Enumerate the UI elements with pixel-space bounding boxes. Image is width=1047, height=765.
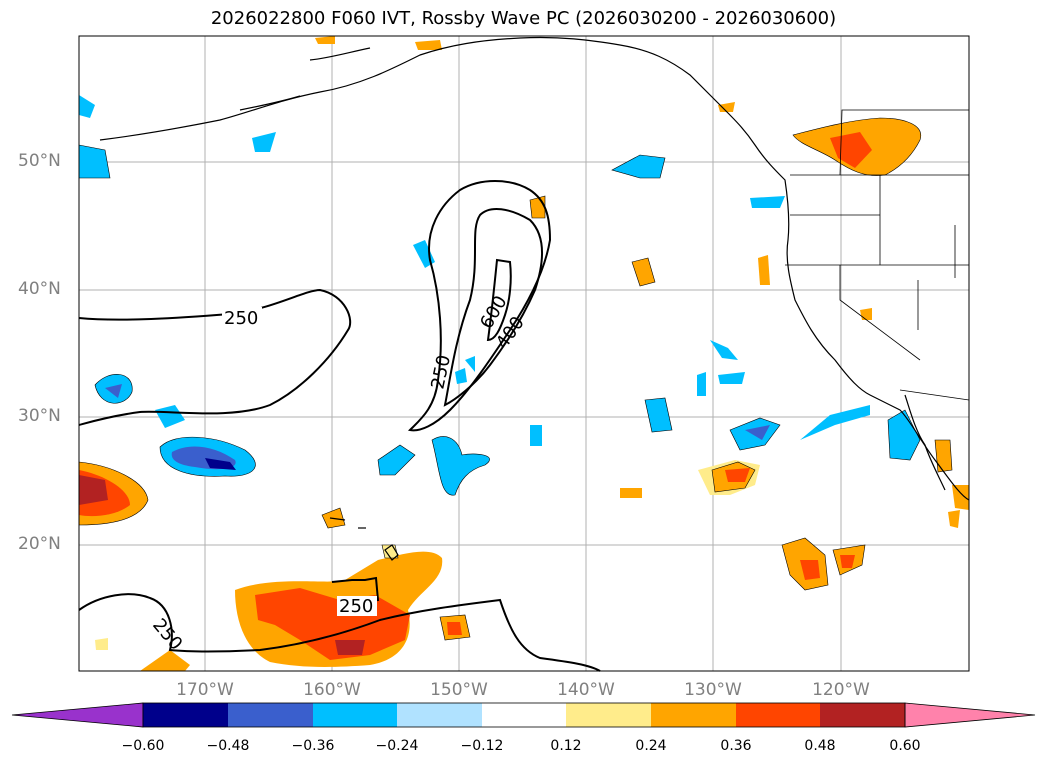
colorbar-outline [142,702,906,728]
neg-blob-1c [205,458,236,470]
canada-province-border [839,109,969,176]
contour-250-central [407,180,552,432]
baja-peninsula [904,394,946,491]
colorbar-tick-9: 0.48 [804,738,836,754]
neg-blob-13 [800,405,870,440]
contour-400 [443,208,543,407]
neg-blob-5 [252,132,276,152]
neg-blob-4 [79,95,95,118]
pos-blob-21 [95,638,108,650]
neg-blob-8 [377,444,416,476]
colorbar-bin-6 [566,703,651,727]
colorbar-extend-low [11,702,144,728]
neg-blob-18 [697,372,706,396]
lon-label-160w: 160°W [303,680,361,700]
lat-label-50n: 50°N [18,151,61,171]
contour-250-west [78,288,352,426]
pos-blob-16 [952,485,969,510]
pos-blob-18 [415,40,442,50]
pos-blob-14 [620,488,642,498]
colorbar-bin-9 [820,703,905,727]
ivt-contours [78,180,601,672]
neg-blob-2b [105,384,122,398]
colorbar-tick-8: 0.36 [720,738,752,754]
neg-blob-19 [530,425,542,446]
neg-blob-21 [465,356,475,372]
pos-blob-9b [840,555,855,568]
pos-blob-15 [934,439,953,473]
coastlines [99,36,970,561]
us-mexico-border [899,389,970,401]
neg-blob-6 [155,405,185,428]
colorbar-tick-1: −0.60 [121,738,165,754]
pos-blob-17 [948,510,960,528]
pos-blob-20 [718,102,735,112]
aleutian-1 [309,47,371,61]
neg-blob-7 [431,436,490,496]
pos-blob-7c [725,468,750,482]
pos-blob-1c [79,475,108,505]
hawaii-island-3 [329,517,346,521]
colorbar [11,702,1036,728]
colorbar-tick-10: 0.60 [889,738,921,754]
pos-blob-8b [800,560,820,580]
colorbar-tick-6: 0.12 [550,738,582,754]
pos-blob-13 [529,195,546,219]
pos-blob-22 [860,308,872,320]
colorbar-tick-5: −0.12 [460,738,504,754]
neg-blob-16 [718,372,745,384]
graticule [79,36,969,671]
colorbar-tick-4: −0.24 [375,738,419,754]
neg-blob-15 [750,196,785,208]
pos-blob-12 [758,255,770,285]
contour-label-250-south: 250 [339,596,373,617]
map-frame [78,35,970,672]
colorbar-bin-3 [313,703,397,727]
lat-label-20n: 20°N [18,534,61,554]
hawaii-island [384,544,399,561]
colorbar-tick-3: −0.36 [291,738,335,754]
lon-label-170w: 170°W [176,680,234,700]
colorbar-bin-5 [482,703,566,727]
neg-blob-10 [611,154,666,179]
colorbar-bin-8 [736,703,820,727]
pos-blob-3 [140,650,190,671]
map-title: 2026022800 F060 IVT, Rossby Wave PC (202… [210,8,837,29]
colorbar-tick-2: −0.48 [206,738,250,754]
lon-label-140w: 140°W [557,680,615,700]
colorbar-bin-7 [651,703,736,727]
contour-label-250-west: 250 [224,308,258,329]
pos-blob-19 [315,36,335,44]
state-border-ca-nv [839,265,921,361]
pos-blob-2c [335,640,365,655]
neg-blob-11 [644,397,673,433]
lon-label-150w: 150°W [430,680,488,700]
colorbar-extend-high [904,702,1036,728]
contour-250-south [78,593,601,672]
neg-blob-17 [710,340,738,360]
colorbar-tick-7: 0.24 [635,738,667,754]
colorbar-bin-1 [143,703,228,727]
neg-blob-12b [745,425,770,440]
lat-label-40n: 40°N [18,279,61,299]
contour-600 [486,258,512,342]
colorbar-bin-2 [228,703,313,727]
neg-blob-20 [455,368,467,384]
lat-label-30n: 30°N [18,406,61,426]
colorbar-bin-4 [397,703,482,727]
lon-label-120w: 120°W [812,680,870,700]
north-america-coast [99,36,970,501]
aleutian-2 [239,95,301,111]
pos-blob-4b [447,622,462,635]
lon-label-130w: 130°W [684,680,742,700]
borders [785,109,970,401]
pos-blob-11 [631,257,656,287]
